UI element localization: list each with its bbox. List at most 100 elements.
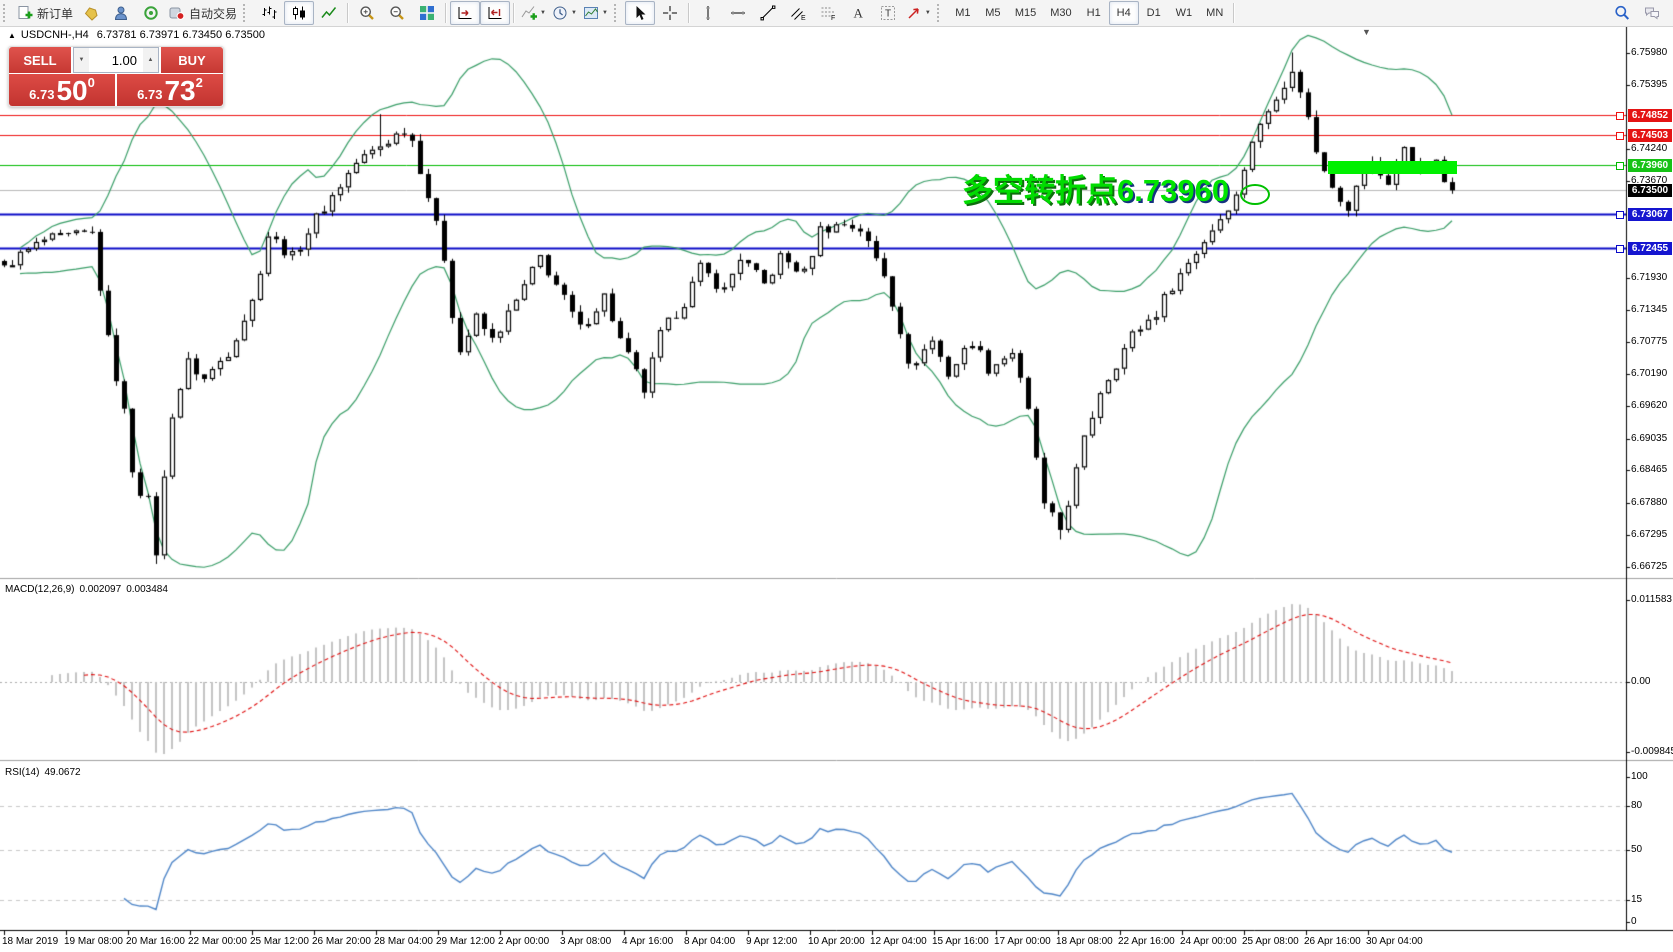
hline-anchor-handle[interactable]	[1616, 211, 1624, 219]
cursor-button[interactable]	[624, 1, 655, 25]
fibonacci-retracement-button[interactable]: F	[813, 1, 843, 25]
price-badge: 6.73500	[1628, 184, 1672, 197]
equidistant-channel-button[interactable]: E	[783, 1, 813, 25]
zoom-out-icon	[389, 5, 405, 21]
tf-m15-button[interactable]: M15	[1008, 1, 1043, 25]
crosshair-icon	[662, 5, 678, 21]
tf-m30-button[interactable]: M30	[1043, 1, 1078, 25]
price-tick-label: 6.69035	[1631, 433, 1668, 444]
sell-button[interactable]: SELL	[9, 47, 71, 73]
time-tick-label: 9 Apr 12:00	[746, 936, 798, 947]
text-button[interactable]: A	[843, 1, 873, 25]
tf-m5-button[interactable]: M5	[978, 1, 1008, 25]
metaeditor-button[interactable]	[106, 1, 136, 25]
arrows-button[interactable]: ▼	[903, 1, 934, 25]
sell-price-panel[interactable]: 6.73 50 0	[9, 74, 115, 106]
standard-toolbar-handle[interactable]	[3, 4, 10, 22]
sell-price-big: 50	[56, 75, 88, 106]
timeframes-toolbar-handle[interactable]	[936, 4, 944, 22]
crosshair-button[interactable]	[655, 1, 685, 25]
auto-trading-label: 自动交易	[189, 6, 238, 21]
highlight-ellipse[interactable]	[1240, 184, 1270, 205]
volume-decrease-button[interactable]: ▼	[74, 48, 89, 72]
macd-axis-label: -0.009845	[1631, 746, 1673, 757]
price-tick-label: 6.69620	[1631, 400, 1668, 411]
collapse-panel-icon[interactable]: ▲	[8, 31, 16, 40]
tf-mn-button[interactable]: MN	[1199, 1, 1230, 25]
periods-caret-icon[interactable]: ▼	[570, 10, 577, 16]
new-order-button[interactable]: 新订单	[14, 1, 76, 25]
periods-button[interactable]: ▼	[549, 1, 580, 25]
svg-text:F: F	[831, 15, 835, 21]
chart-shift-button[interactable]	[480, 1, 511, 25]
line-studies-toolbar-handle[interactable]	[613, 4, 621, 22]
search-icon	[1614, 5, 1630, 21]
profiles-button[interactable]	[76, 1, 106, 25]
signals-button[interactable]	[136, 1, 166, 25]
rsi-axis-label: 100	[1631, 771, 1648, 782]
vertical-line-button[interactable]	[693, 1, 723, 25]
hline-anchor-handle[interactable]	[1616, 112, 1624, 120]
tf-m5-label: M5	[985, 7, 1001, 19]
tf-w1-button[interactable]: W1	[1169, 1, 1200, 25]
buy-button[interactable]: BUY	[161, 47, 223, 73]
pivot-annotation-text[interactable]: 多空转折点6.73960	[962, 165, 1229, 210]
hline-anchor-handle[interactable]	[1616, 162, 1624, 170]
search-button[interactable]	[1607, 1, 1637, 25]
tf-d1-button[interactable]: D1	[1139, 1, 1169, 25]
price-tick-label: 6.70775	[1631, 336, 1668, 347]
buy-price-big: 73	[164, 75, 196, 106]
tf-d1-label: D1	[1146, 7, 1161, 19]
horizontal-line-button[interactable]	[723, 1, 753, 25]
signals-icon	[143, 5, 159, 21]
auto-trading-button[interactable]: 自动交易	[166, 1, 240, 25]
time-tick-label: 12 Apr 04:00	[870, 936, 927, 947]
toolbar-right-icons	[1607, 1, 1667, 25]
templates-caret-icon[interactable]: ▼	[601, 10, 608, 16]
one-click-trading-panel: SELL ▼ 1.00 ▲ BUY 6.73 50 0 6.73 73 2	[8, 46, 224, 107]
profiles-icon	[83, 5, 99, 21]
macd-value-1: 0.002097	[79, 584, 122, 595]
metaeditor-icon	[113, 5, 129, 21]
time-tick-label: 26 Mar 20:00	[312, 936, 371, 947]
auto-scroll-button[interactable]	[450, 1, 481, 25]
text-label-button[interactable]: T	[873, 1, 903, 25]
buy-price-panel[interactable]: 6.73 73 2	[117, 74, 223, 106]
arrows-caret-icon[interactable]: ▼	[924, 10, 931, 16]
indicators-caret-icon[interactable]: ▼	[540, 10, 546, 16]
volume-increase-button[interactable]: ▲	[143, 48, 158, 72]
tf-h1-button[interactable]: H1	[1079, 1, 1109, 25]
charts-toolbar-handle[interactable]	[243, 4, 250, 22]
toolbar-separator	[513, 3, 516, 23]
indicators-button[interactable]: ▼	[518, 1, 549, 25]
bar-chart-button[interactable]	[254, 1, 284, 25]
candlestick-chart-button[interactable]	[284, 1, 315, 25]
rsi-label: RSI(14) 49.0672	[5, 767, 86, 778]
tf-h1-label: H1	[1086, 7, 1101, 19]
tf-h4-button[interactable]: H4	[1108, 1, 1139, 25]
zoom-in-button[interactable]	[352, 1, 382, 25]
rsi-axis-label: 0	[1631, 916, 1637, 927]
periods-icon	[552, 5, 568, 21]
time-tick-label: 17 Apr 00:00	[994, 936, 1051, 947]
volume-input[interactable]: 1.00	[111, 52, 137, 68]
tf-m1-button[interactable]: M1	[948, 1, 978, 25]
hline-anchor-handle[interactable]	[1616, 132, 1624, 140]
line-chart-button[interactable]	[314, 1, 344, 25]
toolbar: 新订单 自动交易 ▼ ▼ ▼ E F A T ▼ M1 M5 M15 M30 H1 H4 D1 W1 MN	[0, 0, 1673, 27]
tile-windows-button[interactable]	[412, 1, 442, 25]
price-badge: 6.74503	[1628, 129, 1672, 142]
price-tick-label: 6.67880	[1631, 497, 1668, 508]
rsi-value: 49.0672	[44, 767, 81, 778]
hline-anchor-handle[interactable]	[1616, 245, 1624, 253]
chat-button[interactable]	[1637, 1, 1667, 25]
equidistant-channel-icon: E	[790, 5, 806, 22]
zoom-out-button[interactable]	[382, 1, 412, 25]
highlight-rectangle[interactable]	[1328, 161, 1457, 174]
templates-button[interactable]: ▼	[580, 1, 611, 25]
cursor-icon	[632, 5, 648, 21]
trendline-button[interactable]	[753, 1, 783, 25]
tf-mn-label: MN	[1206, 7, 1224, 19]
